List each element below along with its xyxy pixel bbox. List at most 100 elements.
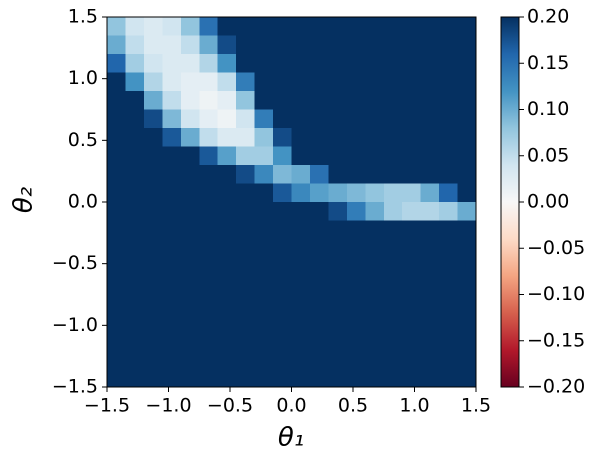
heat-cell [107, 313, 126, 332]
heat-cell [199, 331, 219, 351]
heat-cell [402, 109, 422, 129]
heat-cell [365, 239, 385, 258]
heat-cell [328, 54, 348, 73]
heat-cell [217, 72, 237, 92]
heat-cell [162, 183, 182, 203]
heat-cell [273, 165, 292, 184]
heat-cell [457, 17, 477, 36]
heat-cell [143, 220, 163, 240]
heat-cell [291, 276, 311, 295]
heat-cell [236, 128, 256, 147]
heat-cell [346, 202, 366, 221]
heat-cell [199, 91, 219, 110]
heat-cell [107, 183, 126, 203]
heat-cell [383, 257, 403, 277]
heat-cell [107, 17, 126, 36]
heat-cell [291, 72, 311, 92]
heat-cell [273, 146, 292, 166]
heat-cell [309, 54, 329, 73]
heat-cell [346, 146, 366, 166]
heat-cell [291, 54, 311, 73]
heat-cell [365, 257, 385, 277]
heat-cell [217, 35, 237, 55]
heat-cell [402, 331, 422, 351]
heat-cell [365, 146, 385, 166]
heat-cell [107, 350, 126, 369]
heat-cell [199, 183, 219, 203]
heat-cell [383, 54, 403, 73]
heat-cell [420, 35, 440, 55]
heat-cell [236, 54, 256, 73]
heat-cell [107, 220, 126, 240]
heat-cell [107, 128, 126, 147]
heat-cell [365, 72, 385, 92]
x-tick-label: 1.5 [461, 395, 491, 417]
heat-cell [420, 331, 440, 351]
heat-cell [107, 257, 126, 277]
heat-cell [180, 35, 200, 55]
heat-cell [273, 313, 292, 332]
heat-cell [125, 128, 145, 147]
heat-cell [309, 202, 329, 221]
heat-cell [254, 91, 274, 110]
heat-cell [328, 128, 348, 147]
heat-cell [402, 72, 422, 92]
heat-cell [162, 54, 182, 73]
y-tick-label: 1.5 [68, 6, 98, 28]
colorbar-tick-label: −0.20 [527, 376, 585, 398]
heat-cell [199, 146, 219, 166]
heat-cell [143, 54, 163, 73]
heat-cell [180, 54, 200, 73]
heat-cell [199, 239, 219, 258]
colorbar-tick-label: −0.15 [527, 329, 585, 351]
heat-cell [402, 294, 422, 314]
heat-cell [420, 239, 440, 258]
heat-cell [291, 368, 311, 388]
heat-cell [236, 183, 256, 203]
heat-cell [457, 183, 477, 203]
heat-cell [180, 239, 200, 258]
heat-cell [309, 294, 329, 314]
heat-cell [457, 239, 477, 258]
heat-cell [457, 165, 477, 184]
heat-cell [291, 239, 311, 258]
heat-cell [328, 72, 348, 92]
heat-cell [291, 313, 311, 332]
heat-cell [309, 91, 329, 110]
heat-cell [107, 331, 126, 351]
heat-cell [254, 276, 274, 295]
heat-cell [383, 331, 403, 351]
heat-cell [236, 202, 256, 221]
heat-cell [439, 239, 459, 258]
heat-cell [236, 109, 256, 129]
heat-cell [402, 165, 422, 184]
heat-cell [236, 165, 256, 184]
heat-cell [199, 17, 219, 36]
heat-cell [217, 257, 237, 277]
heat-cell [365, 165, 385, 184]
heat-cell [291, 331, 311, 351]
heat-cell [457, 313, 477, 332]
heat-cell [180, 350, 200, 369]
x-tick-label: −1.5 [84, 395, 130, 417]
heat-cell [420, 368, 440, 388]
colorbar-tick-label: −0.10 [527, 283, 585, 305]
heat-cell [365, 276, 385, 295]
heat-cell [291, 91, 311, 110]
heat-cell [143, 202, 163, 221]
heat-cell [125, 368, 145, 388]
heat-cell [199, 350, 219, 369]
heat-cell [365, 368, 385, 388]
heat-cell [162, 72, 182, 92]
heat-cell [180, 165, 200, 184]
heat-cell [420, 183, 440, 203]
heat-cell [254, 202, 274, 221]
heat-cell [439, 72, 459, 92]
heat-cell [143, 165, 163, 184]
heat-cell [402, 35, 422, 55]
heat-cell [365, 313, 385, 332]
heat-cell [309, 72, 329, 92]
heat-cell [365, 350, 385, 369]
heat-cell [162, 109, 182, 129]
heat-cell [273, 257, 292, 277]
